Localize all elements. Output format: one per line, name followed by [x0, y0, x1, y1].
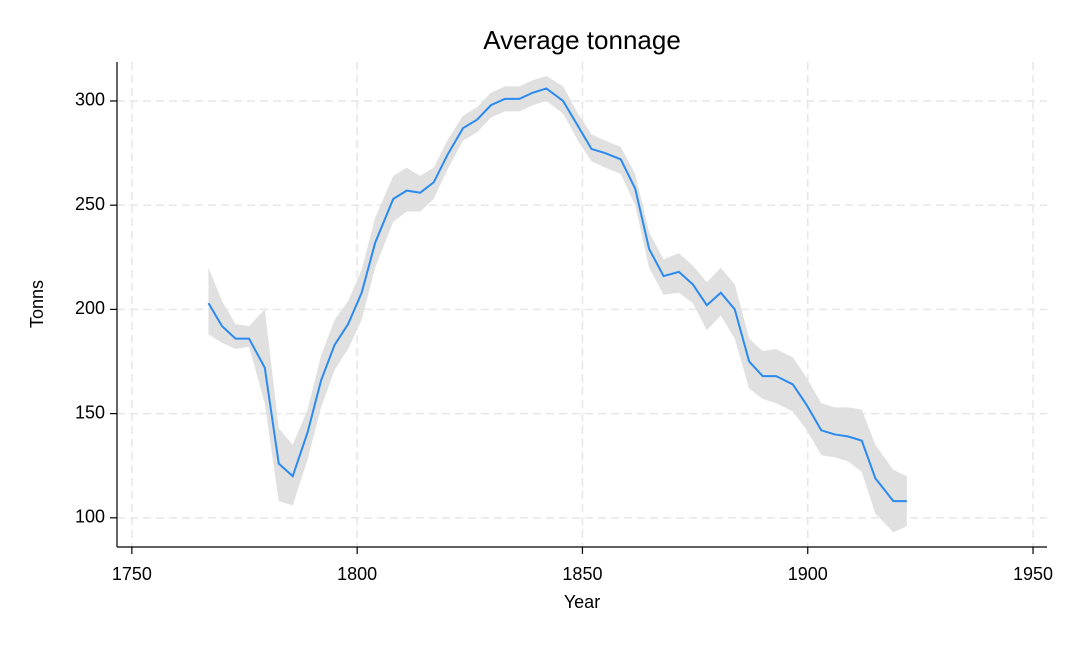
y-axis-label: Tonns	[27, 280, 47, 328]
x-tick-label: 1750	[112, 564, 152, 584]
confidence-band	[208, 75, 907, 533]
x-tick-label: 1900	[788, 564, 828, 584]
y-tick-label: 200	[75, 298, 105, 318]
x-tick-label: 1950	[1013, 564, 1053, 584]
y-tick-label: 250	[75, 194, 105, 214]
x-tick-label: 1800	[337, 564, 377, 584]
line	[207, 87, 907, 503]
y-tick-label: 300	[75, 90, 105, 110]
y-tick-label: 150	[75, 402, 105, 422]
x-axis-label: Year	[564, 592, 600, 612]
chart-title: Average tonnage	[483, 25, 681, 55]
x-tick-label: 1850	[562, 564, 602, 584]
y-tick-label: 100	[75, 507, 105, 527]
